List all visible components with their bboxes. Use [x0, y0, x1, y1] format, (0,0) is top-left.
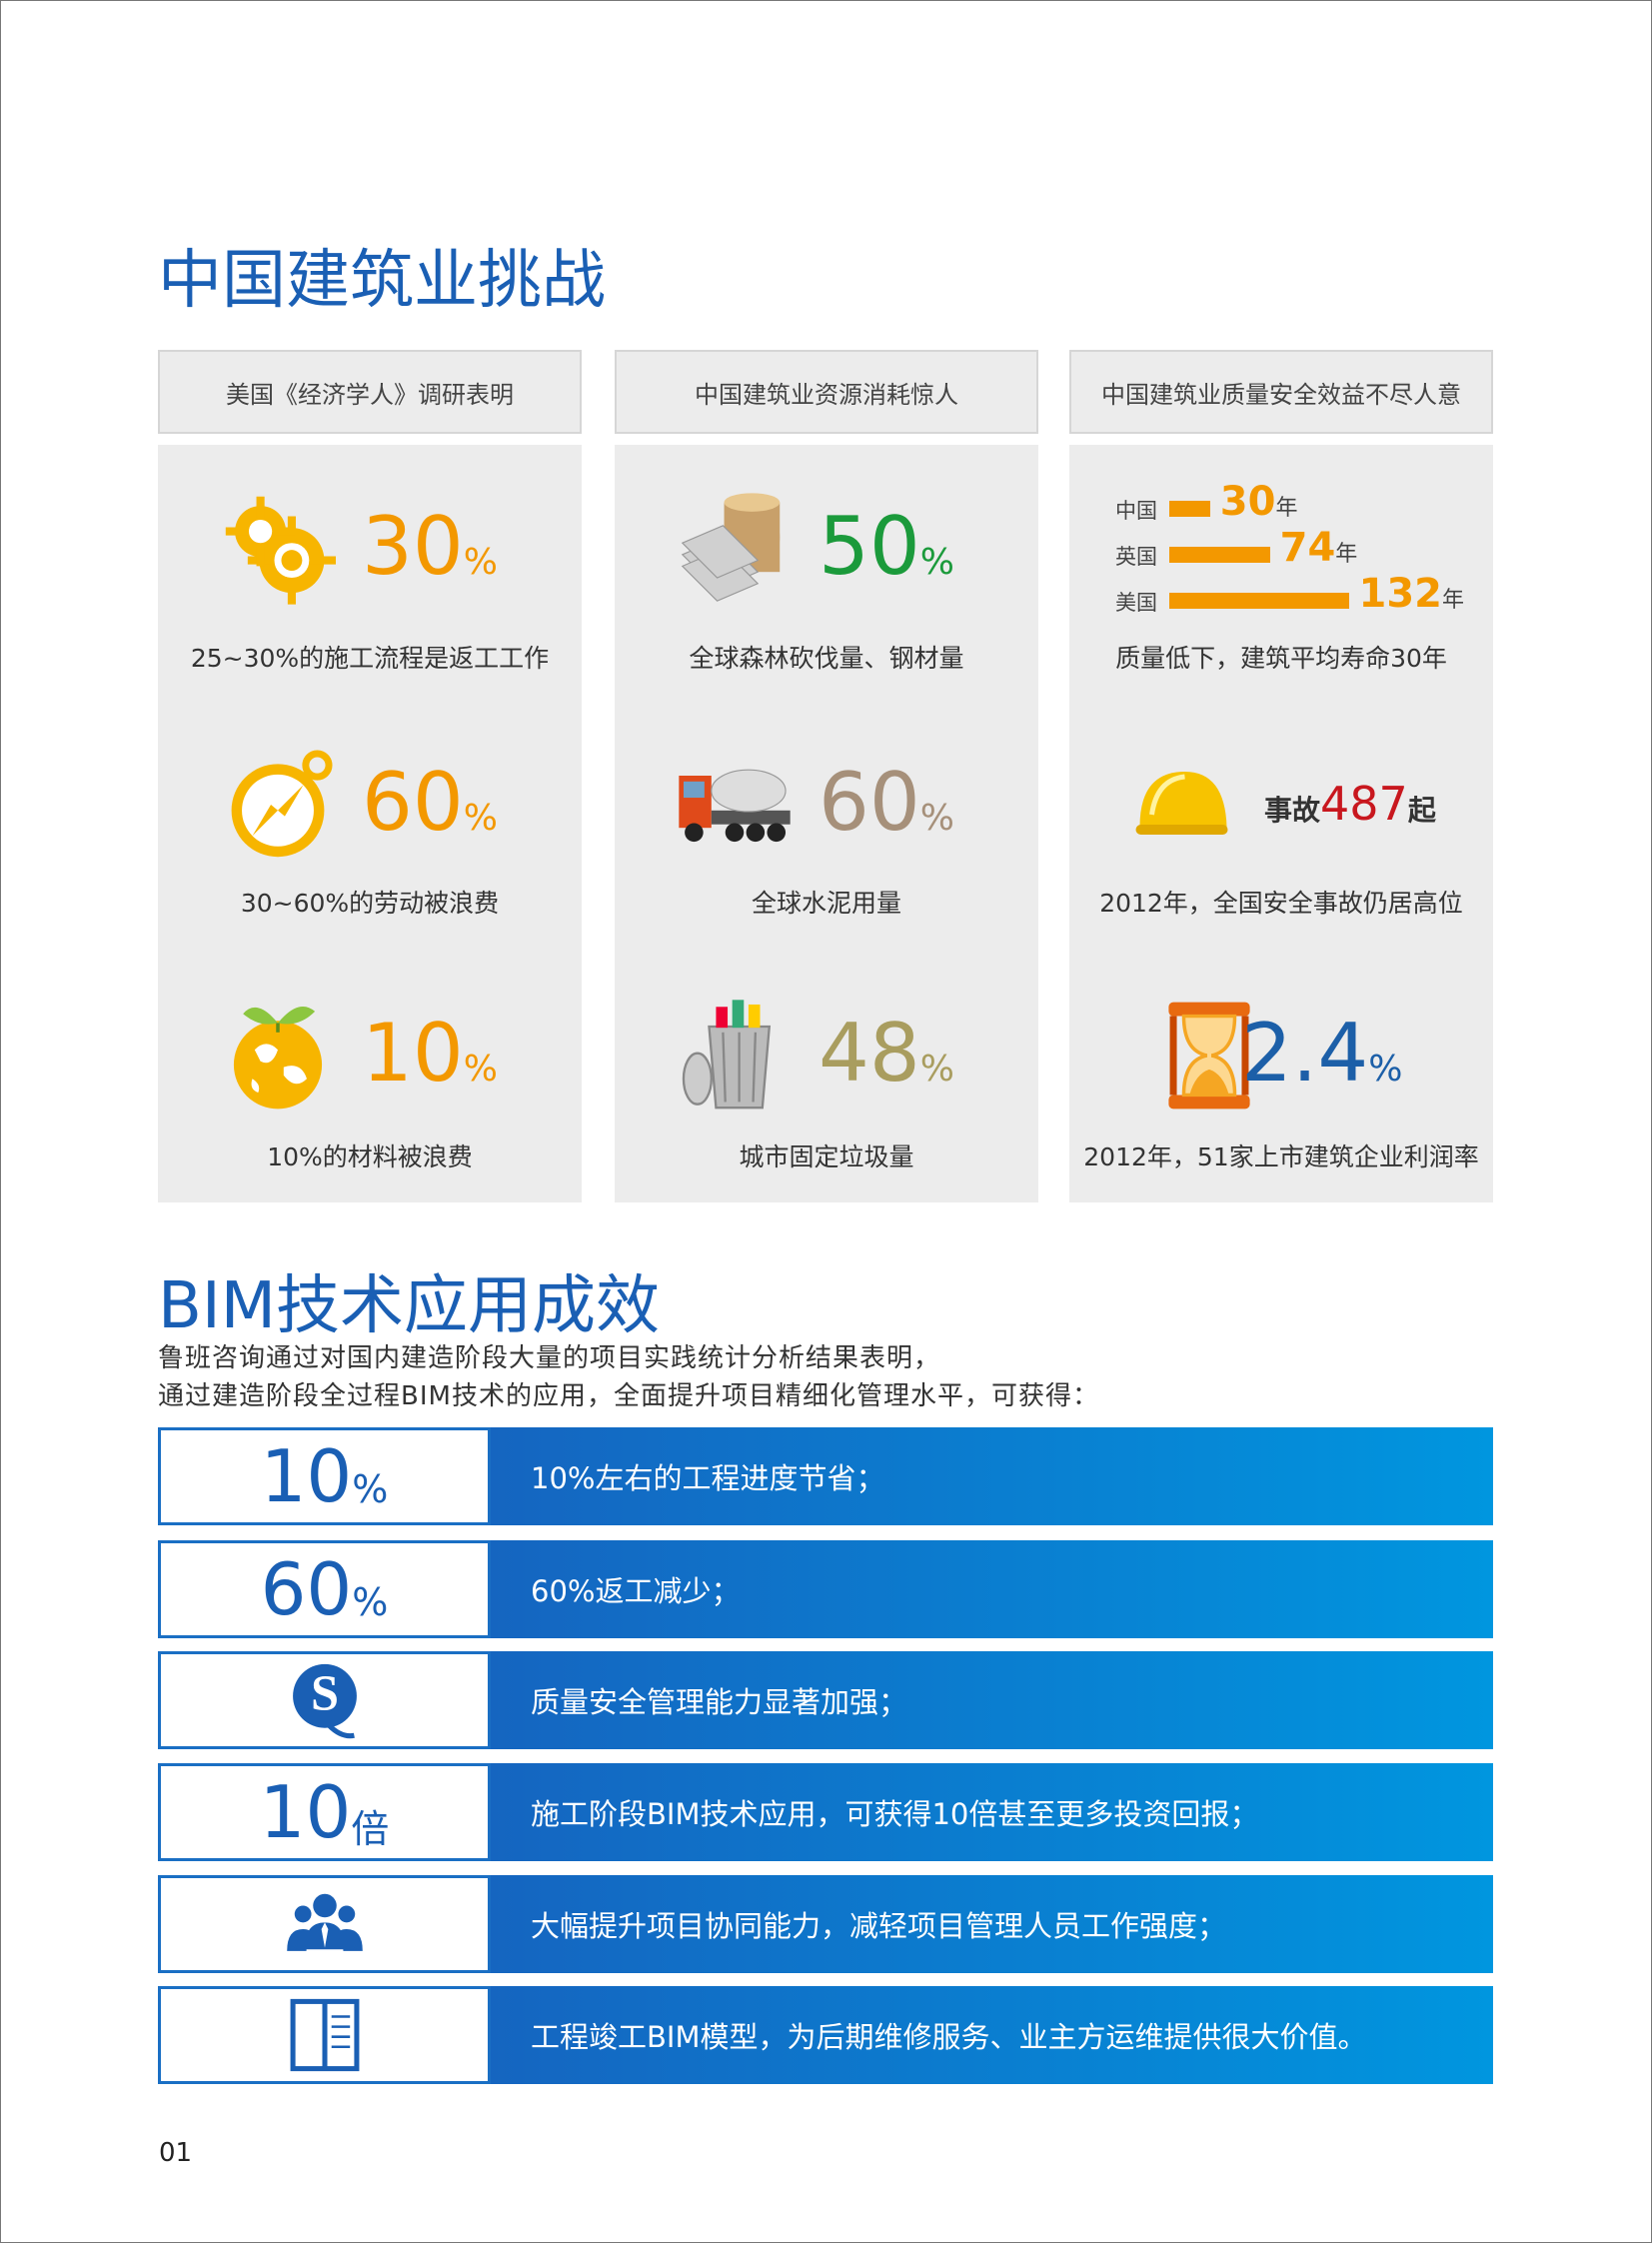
icon	[218, 491, 338, 607]
page-number: 01	[159, 2138, 193, 2168]
big-number: 50%	[819, 507, 954, 587]
big-number: 60%	[362, 763, 498, 843]
big-number: 30%	[362, 507, 498, 587]
icon-graphic	[682, 1000, 772, 1110]
number: 487	[1320, 777, 1408, 831]
row-text: 施工阶段BIM技术应用，可获得10倍甚至更多投资回报；	[491, 1763, 1493, 1861]
accident-count: 事故487起	[1264, 777, 1436, 831]
icon-graphic	[231, 750, 333, 858]
caption: 30~60%的劳动被浪费	[240, 889, 500, 918]
bar-unit: 年	[1442, 588, 1465, 613]
caption: 质量低下，建筑平均寿命30年	[1115, 644, 1447, 673]
caption: 2012年，全国安全事故仍居高位	[1099, 889, 1463, 918]
big-number: 48%	[819, 1014, 954, 1094]
bar-number: 74	[1279, 525, 1336, 571]
unit: %	[919, 542, 955, 583]
icon	[1119, 755, 1244, 855]
row-key	[158, 1986, 491, 2084]
number: 30	[362, 500, 464, 593]
svg-text:S: S	[310, 1665, 338, 1721]
column-header: 中国建筑业资源消耗惊人	[615, 350, 1038, 434]
column-panel	[158, 445, 582, 1202]
unit: %	[919, 798, 955, 839]
icon	[218, 747, 338, 863]
number: 2.4	[1241, 1007, 1369, 1100]
bar	[1169, 501, 1210, 517]
icon	[675, 491, 795, 607]
number: 50	[819, 500, 920, 593]
caption: 全球水泥用量	[751, 889, 901, 918]
row-key: 10%	[158, 1427, 491, 1525]
row-text: 60%返工减少；	[491, 1540, 1493, 1638]
row-number: 10	[259, 1770, 352, 1854]
unit: %	[919, 1049, 955, 1090]
number: 48	[819, 1007, 920, 1100]
row-key: S	[158, 1651, 491, 1749]
icon-graphic	[1135, 772, 1228, 835]
bar-label: 美国	[1115, 591, 1157, 615]
row-key: 10 倍	[158, 1763, 491, 1861]
number: 10	[362, 1007, 464, 1100]
icon-graphic	[681, 493, 781, 602]
icon-graphic	[679, 769, 791, 843]
row-number: 10	[260, 1434, 353, 1518]
prefix: 事故	[1264, 794, 1321, 827]
row-text: 工程竣工BIM模型，为后期维修服务、业主方运维提供很大价值。	[491, 1986, 1493, 2084]
section-title: 中国建筑业挑战	[158, 244, 606, 318]
column-header: 中国建筑业质量安全效益不尽人意	[1069, 350, 1493, 434]
row-icon: S	[292, 1663, 357, 1739]
row-key: 60%	[158, 1540, 491, 1638]
row-unit: %	[352, 1467, 389, 1511]
unit: %	[463, 1049, 499, 1090]
bar-number: 30	[1219, 479, 1276, 525]
bar-number: 132	[1358, 571, 1443, 617]
bar	[1169, 593, 1349, 609]
bar-value: 132年	[1359, 571, 1465, 617]
column-header: 美国《经济学人》调研表明	[158, 350, 582, 434]
caption: 2012年，51家上市建筑企业利润率	[1083, 1142, 1479, 1171]
number: 60	[819, 756, 920, 849]
row-text: 大幅提升项目协同能力，减轻项目管理人员工作强度；	[491, 1875, 1493, 1973]
icon-graphic	[225, 496, 336, 605]
number: 60	[362, 756, 464, 849]
bar-unit: 年	[1335, 542, 1358, 567]
row-unit: %	[352, 1580, 389, 1624]
icon	[1149, 998, 1269, 1114]
icon	[675, 747, 795, 863]
intro-line: 通过建造阶段全过程BIM技术的应用，全面提升项目精细化管理水平，可获得：	[158, 1381, 1099, 1411]
row-icon	[286, 1893, 363, 1951]
row-unit: 倍	[351, 1806, 390, 1851]
big-number: 60%	[819, 763, 954, 843]
unit: %	[463, 542, 499, 583]
section-title: BIM技术应用成效	[158, 1269, 660, 1343]
caption: 25~30%的施工流程是返工工作	[190, 644, 550, 673]
unit: 起	[1407, 794, 1436, 827]
caption: 10%的材料被浪费	[267, 1142, 473, 1171]
icon-graphic	[233, 1007, 323, 1110]
row-key	[158, 1875, 491, 1973]
big-number: 10%	[362, 1014, 498, 1094]
intro-line: 鲁班咨询通过对国内建造阶段大量的项目实践统计分析结果表明，	[158, 1343, 941, 1373]
icon	[218, 998, 338, 1114]
bar	[1169, 547, 1270, 563]
unit: %	[463, 798, 499, 839]
row-icon	[290, 1998, 359, 2072]
row-number: 60	[260, 1547, 353, 1631]
caption: 城市固定垃圾量	[739, 1142, 914, 1171]
bar-value: 74年	[1280, 525, 1358, 571]
bar-label: 英国	[1115, 545, 1157, 569]
icon	[675, 998, 795, 1114]
bar-label: 中国	[1115, 499, 1157, 523]
bar-value: 30年	[1220, 479, 1298, 525]
caption: 全球森林砍伐量、钢材量	[689, 644, 964, 673]
row-text: 质量安全管理能力显著加强；	[491, 1651, 1493, 1749]
icon-graphic	[1168, 1002, 1250, 1110]
unit: %	[1368, 1049, 1403, 1090]
big-number: 2.4%	[1241, 1014, 1402, 1094]
row-text: 10%左右的工程进度节省；	[491, 1427, 1493, 1525]
bar-unit: 年	[1275, 496, 1298, 521]
